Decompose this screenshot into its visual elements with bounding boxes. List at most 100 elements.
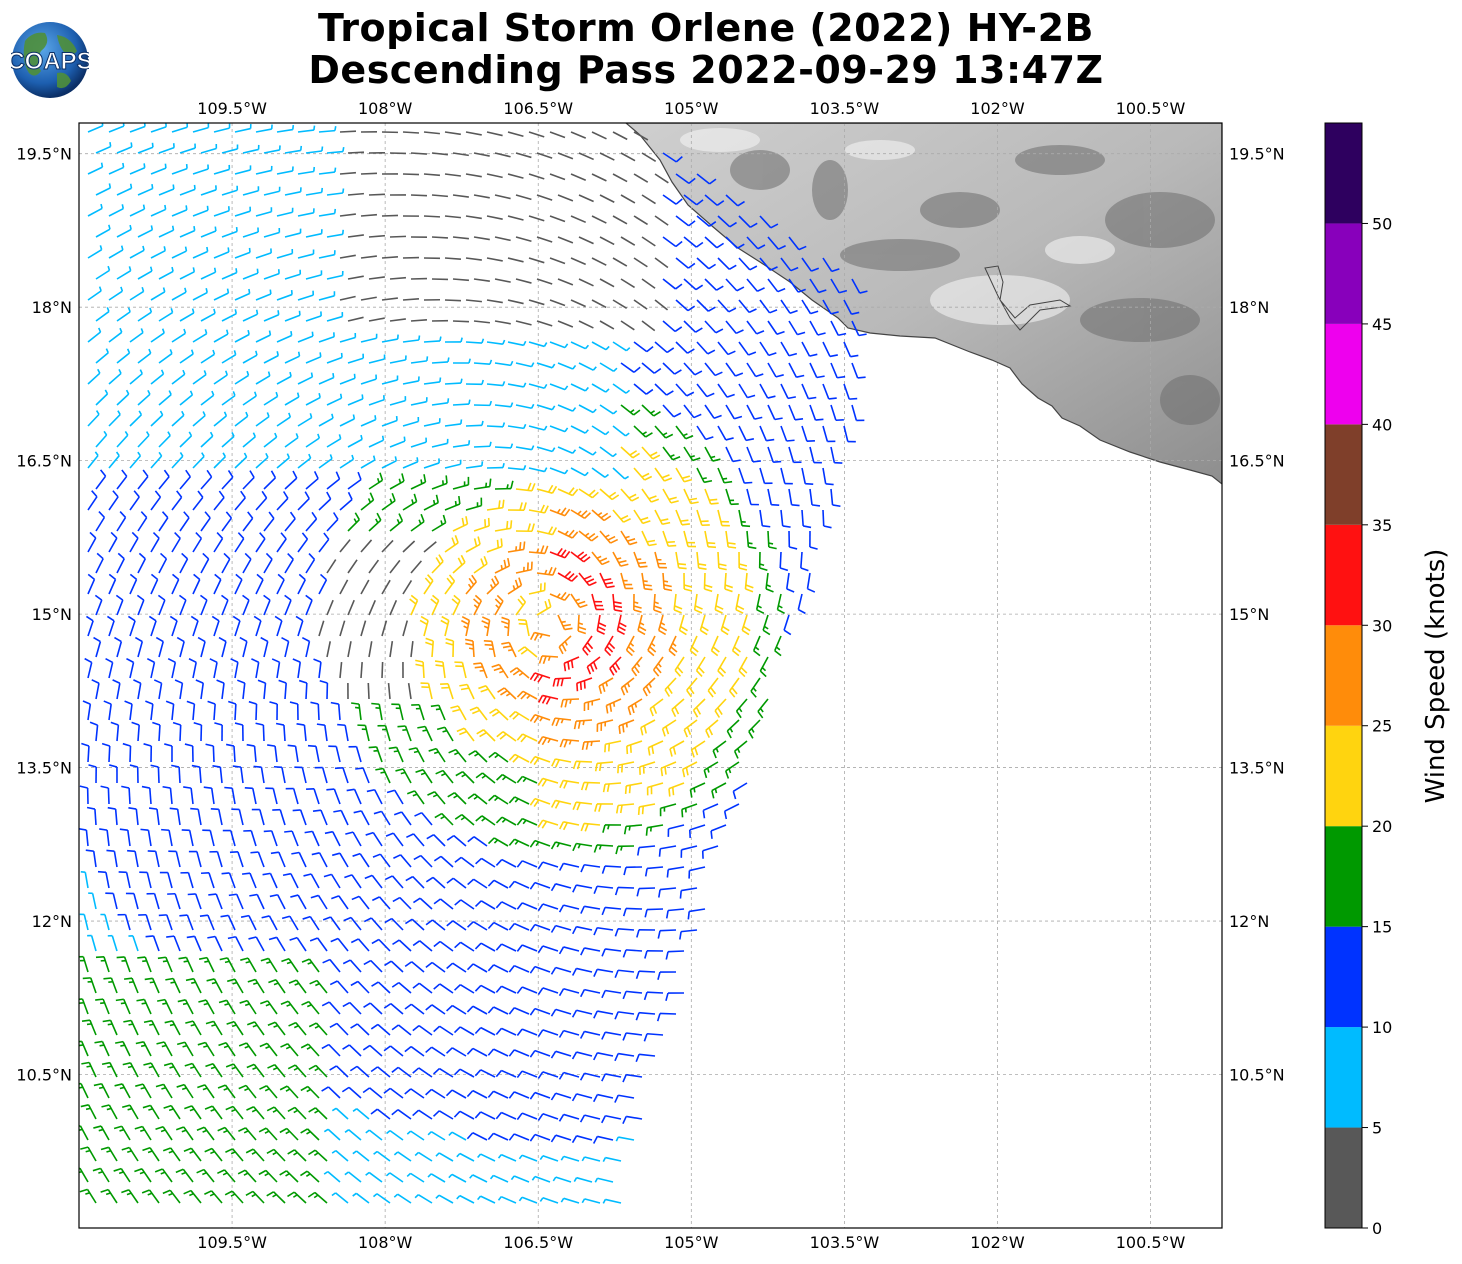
barb-shaft (215, 893, 223, 910)
barb-shaft (501, 773, 517, 784)
barb-shaft (633, 299, 648, 310)
barb-flag-full (732, 650, 740, 657)
barb-shaft (192, 579, 201, 595)
wind-barb (127, 615, 136, 637)
barb-shaft (507, 425, 524, 430)
barb-shaft (381, 379, 398, 385)
wind-barb (599, 488, 620, 501)
wind-barb (451, 594, 461, 616)
barb-flag-full (248, 936, 257, 940)
barb-flag-full (246, 743, 255, 747)
barb-shaft (171, 291, 187, 301)
wind-barb (381, 579, 391, 595)
barb-shaft (192, 250, 208, 259)
barb-flag-full (301, 532, 309, 540)
barb-shaft (347, 559, 358, 574)
barb-flag-half (253, 982, 258, 985)
barb-shaft (725, 362, 736, 377)
barb-flag-full (497, 687, 505, 693)
wind-barb (326, 188, 345, 196)
wind-barb (284, 310, 301, 322)
wind-barb (746, 236, 766, 250)
barb-shaft (389, 480, 405, 490)
barb-flag-full (301, 636, 310, 643)
wind-barb (557, 152, 574, 160)
barb-flag-full (85, 849, 94, 852)
barb-shaft (674, 656, 685, 671)
barb-shaft (221, 148, 238, 154)
wind-barb (515, 236, 532, 242)
wind-barb (116, 956, 131, 973)
barb-shaft (767, 236, 779, 250)
barb-shaft (344, 725, 349, 742)
wind-barb (494, 443, 514, 449)
barb-shaft (213, 333, 229, 343)
barb-flag-half (338, 434, 342, 439)
barb-shaft (515, 446, 532, 451)
barb-shaft (192, 537, 203, 553)
barb-shaft (158, 393, 172, 406)
barb-flag-half (604, 473, 609, 478)
barb-shaft (536, 530, 553, 536)
barb-flag-full (666, 540, 675, 544)
wind-barb (346, 788, 362, 805)
barb-flag-full (818, 289, 827, 294)
barb-flag-full (423, 474, 427, 483)
barb-flag-full (613, 605, 623, 609)
barb-shaft (473, 278, 490, 282)
wind-barb (767, 530, 777, 550)
wind-barb (347, 353, 365, 364)
barb-flag-full (165, 700, 174, 705)
wind-barb (116, 224, 132, 238)
barb-shaft (641, 362, 655, 374)
barb-flag-half (206, 246, 209, 252)
wind-barb (171, 451, 184, 469)
barb-flag-half (539, 633, 543, 639)
barb-flag-full (533, 673, 540, 682)
barb-flag-full (668, 544, 677, 547)
barb-flag-full (724, 480, 733, 484)
barb-shaft (431, 152, 448, 156)
wind-barb (444, 131, 461, 136)
wind-barb (735, 593, 745, 614)
barb-shaft (128, 787, 131, 805)
barb-shaft (746, 236, 759, 250)
wind-barb (641, 320, 656, 332)
wind-barb (179, 143, 197, 154)
barb-shaft (381, 419, 398, 427)
barb-flag-full (571, 574, 579, 582)
barb-flag-full (311, 852, 320, 856)
barb-flag-full (144, 977, 153, 981)
wind-barb (251, 808, 265, 826)
wind-barb (158, 266, 174, 280)
barb-flag-full (704, 584, 713, 589)
barb-shaft (90, 977, 97, 994)
barb-shaft (457, 705, 467, 721)
wind-barb (538, 655, 559, 665)
wind-barb (213, 490, 225, 511)
barb-flag-full (756, 608, 765, 614)
barb-flag-half (307, 961, 313, 965)
wind-barb (229, 851, 244, 868)
barb-shaft (105, 872, 110, 889)
barb-flag-full (94, 594, 103, 601)
barb-shaft (242, 436, 256, 448)
wind-barb (381, 415, 398, 427)
barb-flag-full (683, 478, 693, 483)
barb-shaft (690, 782, 706, 791)
barb-shaft (358, 704, 362, 721)
barb-flag-full (704, 588, 713, 593)
barb-shaft (226, 957, 236, 973)
barb-shaft (486, 506, 503, 511)
barb-shaft (360, 620, 367, 637)
wind-barb (296, 722, 307, 742)
wind-barb (225, 743, 236, 763)
barb-flag-half (99, 1044, 105, 1047)
wind-barb (516, 690, 538, 700)
barb-flag-full (650, 498, 660, 503)
barb-shaft (108, 455, 120, 469)
wind-barb (536, 152, 553, 159)
wind-barb (158, 511, 169, 532)
barb-flag-half (183, 328, 187, 334)
wind-barb (339, 620, 346, 637)
